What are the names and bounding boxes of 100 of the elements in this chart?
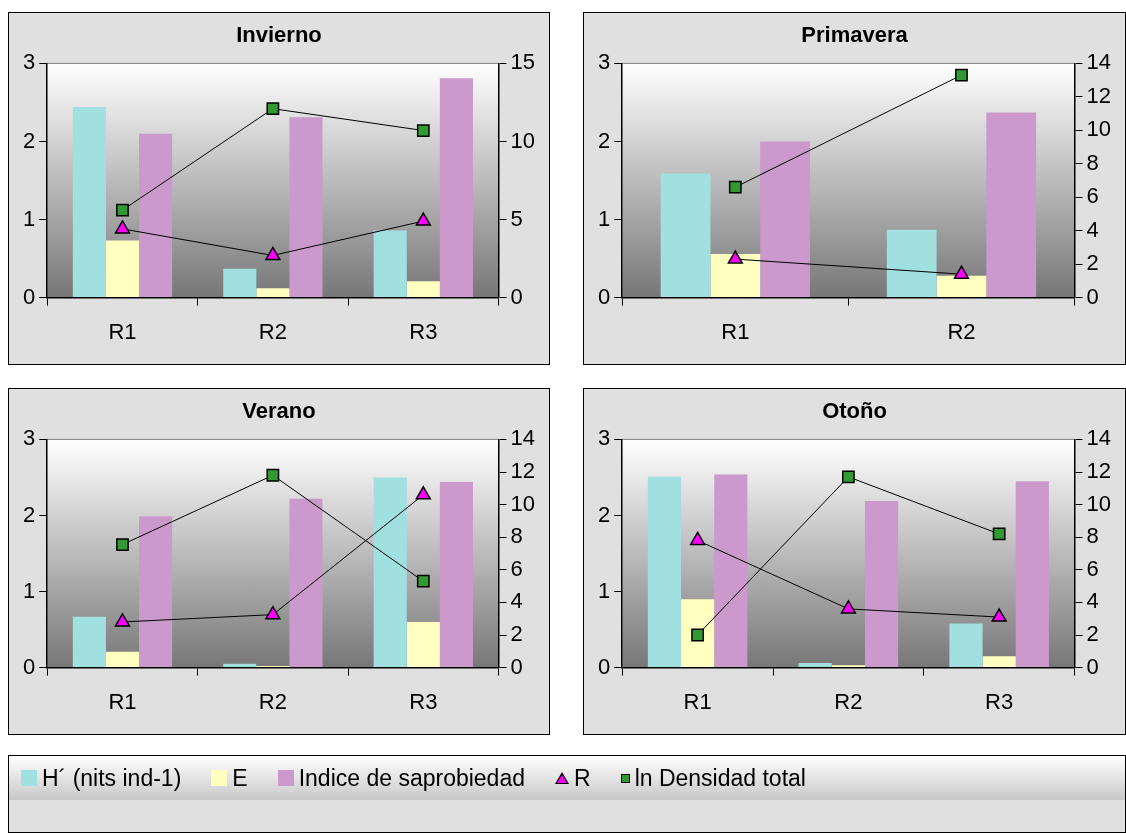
- x-tick-label: R1: [683, 688, 712, 714]
- bar: [256, 288, 290, 298]
- y2-tick-label: 14: [1086, 425, 1112, 451]
- bar: [710, 253, 761, 298]
- y-tick-label: 2: [22, 127, 36, 153]
- y-tick-label: 3: [597, 425, 611, 451]
- bar: [982, 656, 1016, 668]
- y2-tick-label: 5: [510, 205, 523, 231]
- point: [840, 600, 857, 614]
- bar: [647, 476, 682, 668]
- point: [416, 124, 430, 137]
- y-tick-label: 1: [597, 205, 611, 231]
- y2-tick-label: 8: [510, 523, 523, 549]
- x-tick-label: R1: [108, 318, 137, 344]
- bar: [714, 474, 748, 668]
- y2-tick-label: 10: [510, 127, 536, 153]
- point: [415, 486, 431, 500]
- point: [265, 605, 281, 620]
- point: [415, 212, 431, 226]
- y2-tick-label: 0: [1086, 283, 1099, 309]
- bar: [223, 268, 257, 298]
- bar: [105, 240, 139, 298]
- y2-tick-label: 14: [510, 425, 536, 451]
- point: [116, 203, 129, 217]
- y2-tick-label: 4: [1086, 216, 1099, 242]
- y-tick-label: 0: [597, 283, 611, 309]
- x-tick-label: R3: [985, 688, 1014, 714]
- point: [114, 613, 131, 627]
- y2-tick-label: 2: [1086, 621, 1099, 647]
- bar: [864, 501, 899, 668]
- legend-label: Indice de saprobiedad: [298, 764, 525, 792]
- point: [416, 574, 430, 588]
- chart-title: Invierno: [236, 22, 322, 48]
- x-tick-label: R1: [721, 318, 750, 344]
- legend-label: ln Densidad total: [634, 764, 806, 792]
- bar: [886, 229, 937, 298]
- y-tick-label: 3: [597, 49, 611, 75]
- y2-tick-label: 6: [1086, 555, 1099, 581]
- bar: [373, 230, 407, 298]
- x-tick-label: R2: [258, 688, 287, 714]
- bar: [406, 281, 440, 298]
- bar: [681, 599, 715, 668]
- point: [265, 246, 281, 261]
- y-tick-label: 2: [22, 501, 36, 527]
- y2-tick-label: 6: [1086, 183, 1099, 209]
- point: [116, 538, 129, 551]
- point: [266, 102, 280, 116]
- bar: [72, 616, 106, 668]
- bar: [105, 651, 139, 668]
- chart-title: Primavera: [801, 22, 909, 48]
- y2-tick-label: 10: [510, 490, 536, 516]
- bar: [936, 275, 987, 298]
- y2-tick-label: 0: [1086, 653, 1099, 679]
- y-tick-label: 3: [22, 425, 36, 451]
- y-tick-label: 1: [597, 577, 611, 603]
- bar: [72, 107, 106, 298]
- y2-tick-label: 12: [510, 458, 536, 484]
- y-tick-label: 3: [22, 49, 36, 75]
- bar: [986, 112, 1037, 298]
- point: [992, 527, 1006, 541]
- y2-tick-label: 4: [510, 588, 523, 614]
- y2-tick-label: 0: [510, 283, 523, 309]
- y2-tick-label: 10: [1086, 116, 1112, 142]
- y-tick-label: 0: [597, 653, 611, 679]
- y-tick-label: 0: [22, 653, 36, 679]
- legend-label: R: [574, 764, 591, 792]
- y2-tick-label: 14: [1086, 49, 1112, 75]
- point: [728, 180, 742, 194]
- y2-tick-label: 6: [510, 555, 523, 581]
- y-tick-label: 2: [597, 501, 611, 527]
- bar: [439, 482, 473, 668]
- x-tick-label: R1: [108, 688, 137, 714]
- point: [114, 220, 131, 234]
- x-tick-label: R2: [834, 688, 863, 714]
- bar: [289, 498, 323, 668]
- point: [991, 608, 1007, 622]
- bar: [139, 133, 173, 298]
- y2-tick-label: 8: [1086, 149, 1099, 175]
- y2-tick-label: 15: [510, 49, 536, 75]
- point: [841, 470, 855, 484]
- y2-tick-label: 8: [1086, 523, 1099, 549]
- bar: [760, 141, 810, 298]
- bar: [289, 117, 323, 298]
- point: [955, 68, 968, 82]
- chart-title: Verano: [242, 398, 316, 424]
- bar: [139, 516, 173, 668]
- legend-label: H´ (nits ind-1): [42, 764, 182, 792]
- bar: [439, 78, 473, 298]
- bar: [949, 623, 983, 668]
- x-tick-label: R3: [409, 318, 438, 344]
- point: [266, 468, 280, 482]
- x-tick-label: R2: [947, 318, 976, 344]
- y2-tick-label: 2: [510, 621, 523, 647]
- legend-label: E: [232, 764, 248, 792]
- bar: [1015, 481, 1049, 668]
- x-tick-label: R2: [258, 318, 287, 344]
- y2-tick-label: 12: [1086, 82, 1112, 108]
- x-tick-label: R3: [409, 688, 438, 714]
- bar: [223, 663, 257, 668]
- chart-title: Otoño: [822, 398, 887, 424]
